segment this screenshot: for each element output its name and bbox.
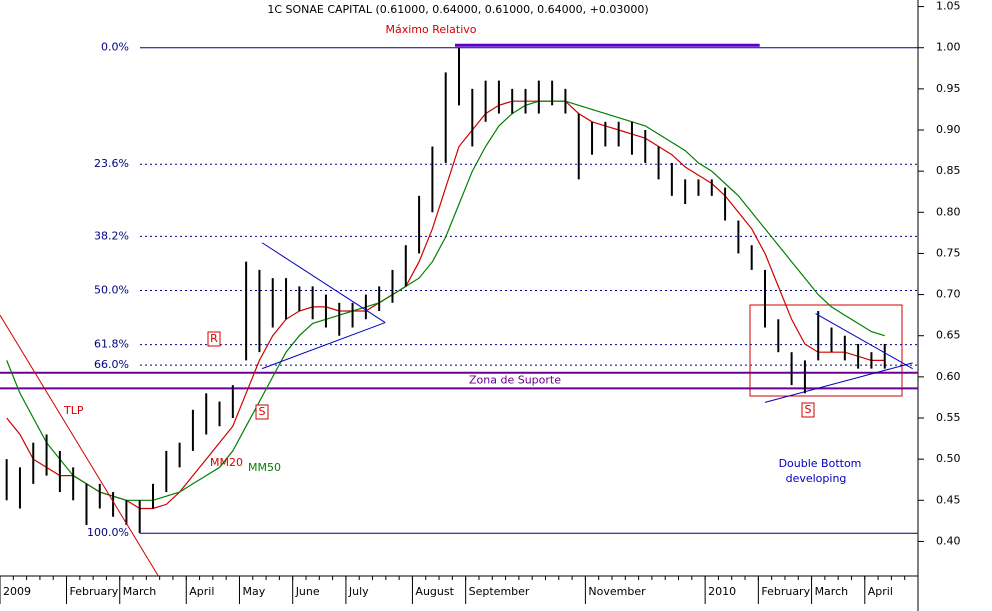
x-tick-label: May <box>242 585 265 598</box>
x-tick-label: 2010 <box>708 585 736 598</box>
y-tick-label: 0.90 <box>936 123 961 136</box>
x-tick-label: March <box>815 585 849 598</box>
x-tick-label: February <box>761 585 810 598</box>
x-tick-label: April <box>868 585 893 598</box>
x-tick-label: July <box>348 585 369 598</box>
series-label: MM50 <box>248 461 281 474</box>
support-label: Zona de Suporte <box>469 374 561 387</box>
annotation: Máximo Relativo <box>385 23 476 36</box>
marker-box <box>801 402 815 418</box>
trendline-label: TLP <box>63 404 84 417</box>
y-tick-label: 0.50 <box>936 452 961 465</box>
y-tick-label: 0.70 <box>936 288 961 301</box>
x-tick-label: 2009 <box>3 585 31 598</box>
marker-label: S <box>259 405 266 418</box>
trendline <box>261 242 386 323</box>
trendline <box>0 314 159 576</box>
y-tick-label: 1.00 <box>936 41 961 54</box>
series-label: MM20 <box>210 456 243 469</box>
marker-box <box>255 404 269 420</box>
y-tick-label: 0.75 <box>936 246 961 259</box>
pattern-box <box>749 304 903 397</box>
marker-label: S <box>805 403 812 416</box>
chart-title: 1C SONAE CAPITAL (0.61000, 0.64000, 0.61… <box>267 3 648 16</box>
annotation: Double Bottom <box>779 457 862 470</box>
x-tick-label: June <box>295 585 320 598</box>
marker-label: R <box>210 332 218 345</box>
fib-label: 66.0% <box>94 358 129 371</box>
fib-label: 0.0% <box>101 41 129 54</box>
y-tick-label: 0.55 <box>936 411 961 424</box>
x-tick-label: February <box>70 585 119 598</box>
x-tick-label: November <box>588 585 646 598</box>
fib-label: 100.0% <box>87 526 129 539</box>
y-tick-label: 0.65 <box>936 329 961 342</box>
fib-label: 23.6% <box>94 157 129 170</box>
y-tick-label: 0.80 <box>936 205 961 218</box>
y-tick-label: 0.60 <box>936 370 961 383</box>
plot-area <box>0 43 918 576</box>
fib-label: 50.0% <box>94 283 129 296</box>
x-tick-label: September <box>469 585 530 598</box>
trendline <box>764 362 913 403</box>
y-tick-label: 0.40 <box>936 534 961 547</box>
fib-label: 61.8% <box>94 338 129 351</box>
trendline <box>815 313 913 370</box>
y-tick-label: 0.45 <box>936 493 961 506</box>
marker-box <box>207 331 221 347</box>
x-tick-label: March <box>123 585 157 598</box>
x-tick-label: August <box>415 585 454 598</box>
x-tick-label: April <box>189 585 214 598</box>
y-tick-label: 1.05 <box>936 0 961 13</box>
y-tick-label: 0.95 <box>936 82 961 95</box>
fib-label: 38.2% <box>94 229 129 242</box>
y-tick-label: 0.85 <box>936 164 961 177</box>
annotation: developing <box>786 472 847 485</box>
trendline <box>261 322 386 370</box>
